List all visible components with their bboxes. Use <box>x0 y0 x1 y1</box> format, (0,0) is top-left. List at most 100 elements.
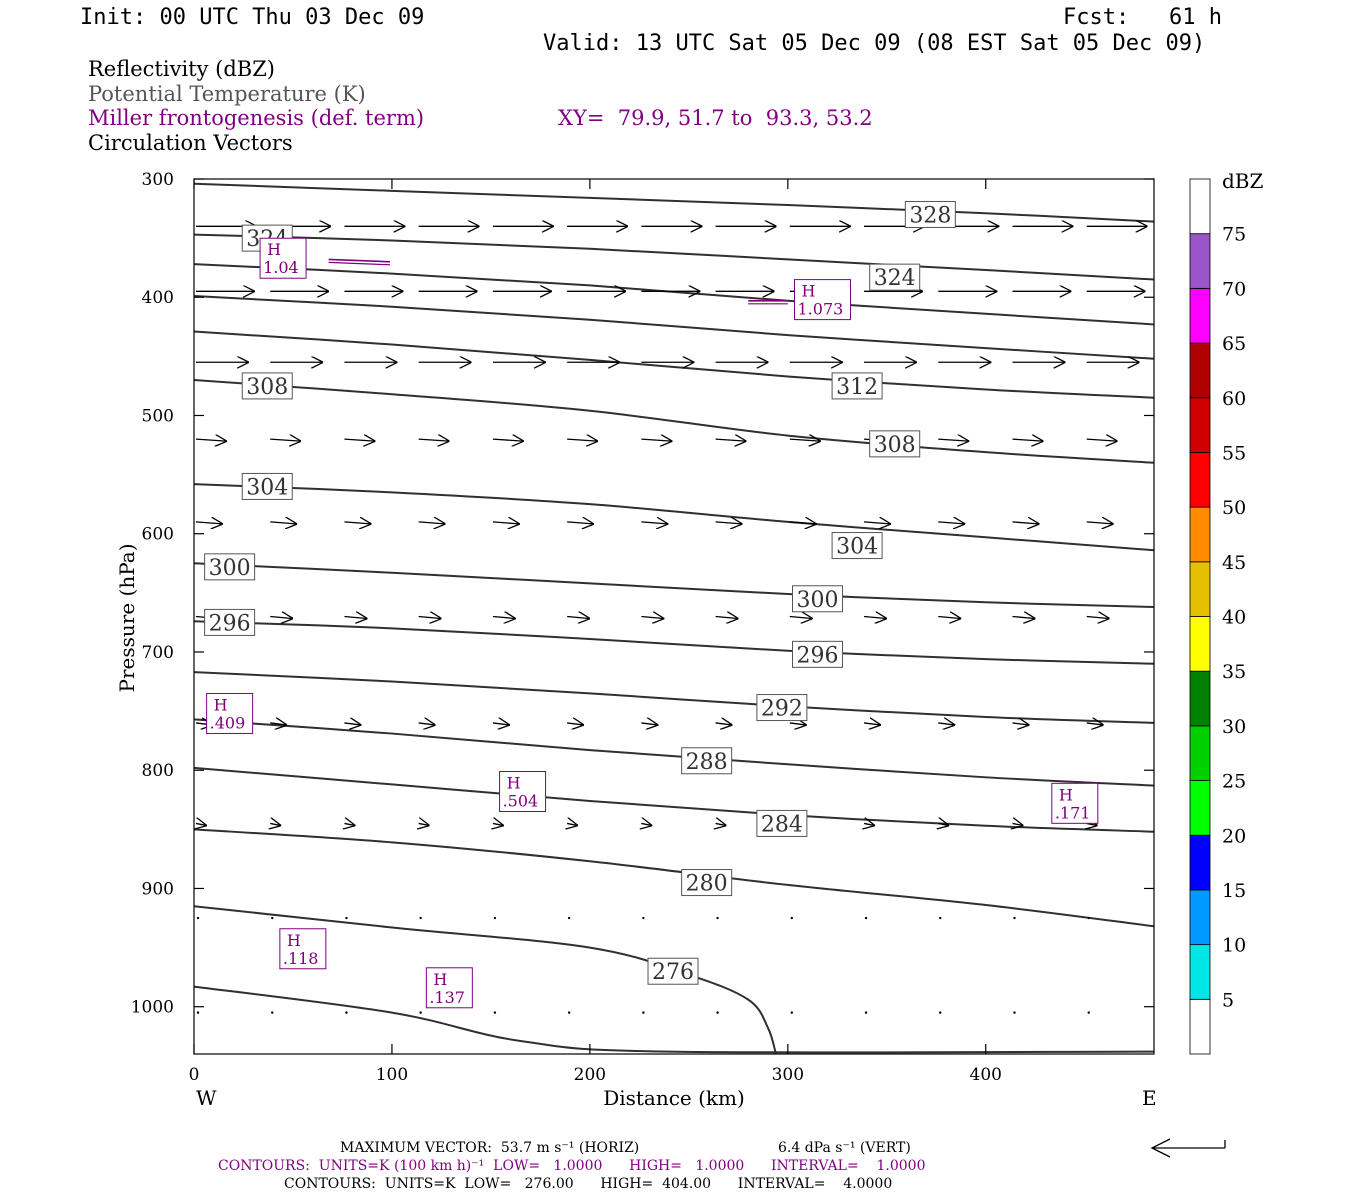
circulation-vector <box>567 916 571 920</box>
contour-label-box <box>756 809 808 837</box>
colorbar-label: 15 <box>1222 880 1246 902</box>
circulation-vector <box>938 823 948 825</box>
theta-contour-line <box>193 905 777 1055</box>
circulation-vector <box>863 522 890 524</box>
frontogenesis-max-label: H <box>433 970 447 989</box>
y-tick-label: 700 <box>142 643 174 663</box>
y-tick-label: 300 <box>142 170 174 190</box>
frontogenesis-max-value: .171 <box>1055 803 1091 822</box>
circulation-vector <box>418 723 435 725</box>
frontogenesis-max-value: .137 <box>429 988 465 1007</box>
frontogenesis-max-box <box>425 967 473 1009</box>
circulation-vector <box>1012 522 1038 524</box>
circulation-vector <box>715 617 738 619</box>
theta-contour-line <box>193 562 1155 609</box>
circulation-vector <box>195 439 226 441</box>
x-tick-label: 400 <box>970 1065 1002 1085</box>
contour-label: 288 <box>686 750 728 775</box>
y-tick-label: 900 <box>142 879 174 899</box>
colorbar-swatch <box>1189 889 1211 946</box>
theta-contour-line <box>193 295 1155 360</box>
frontogenesis-max-box <box>1051 782 1099 824</box>
circulation-vector <box>195 522 222 524</box>
contour-label-box <box>681 869 733 897</box>
circulation-vector <box>790 916 794 920</box>
colorbar-label: 55 <box>1222 442 1246 464</box>
colorbar-swatch <box>1189 944 1211 1000</box>
contour-label-box <box>681 747 733 775</box>
circulation-vector <box>864 823 874 825</box>
x-axis-east-label: E <box>1142 1086 1157 1110</box>
contour-label: 304 <box>246 475 288 500</box>
colorbar-label: 45 <box>1222 552 1246 574</box>
forecast-hour: Fcst: 61 h <box>1063 5 1222 30</box>
y-tick-label: 500 <box>142 406 174 426</box>
circulation-vector <box>715 439 746 441</box>
frontogenesis-max-value: 1.04 <box>263 258 299 277</box>
circulation-vector <box>418 617 441 619</box>
circulation-vector <box>790 1011 794 1014</box>
theta-contour-line <box>193 985 1155 1054</box>
circulation-vector <box>1012 723 1028 725</box>
circulation-vector <box>419 916 422 920</box>
x-tick-label: 100 <box>376 1065 408 1085</box>
frontogenesis-max-label: H <box>1059 785 1073 804</box>
footer-max-vertical: 6.4 dPa s⁻¹ (VERT) <box>778 1140 911 1156</box>
circulation-vector <box>493 916 497 920</box>
circulation-vector <box>345 1011 348 1014</box>
circulation-vector <box>271 916 274 920</box>
circulation-vector <box>1013 1011 1016 1014</box>
y-tick-label: 800 <box>142 761 174 781</box>
circulation-vector <box>344 823 354 825</box>
circulation-vector <box>493 823 503 825</box>
colorbar-swatch <box>1189 998 1211 1055</box>
contour-label-box <box>204 608 256 636</box>
colorbar-swatch <box>1189 397 1211 453</box>
circulation-vector <box>493 1011 497 1014</box>
contour-label-box <box>904 200 956 228</box>
circulation-vector <box>716 916 719 920</box>
frontogenesis-max-box <box>499 771 547 812</box>
theta-contour-line <box>193 828 1155 928</box>
contour-label: 308 <box>246 375 288 400</box>
contour-label-box <box>831 372 883 400</box>
colorbar-label: 75 <box>1222 224 1246 246</box>
circulation-vector <box>567 723 583 725</box>
contour-label: 308 <box>874 433 916 458</box>
circulation-vector <box>492 723 509 725</box>
circulation-vector <box>715 723 732 725</box>
frontogenesis-max-box <box>279 928 327 970</box>
y-axis-label: Pressure (hPa) <box>115 544 139 693</box>
contour-label: 296 <box>797 643 839 668</box>
circulation-vector <box>196 823 206 825</box>
init-time: Init: 00 UTC Thu 03 Dec 09 <box>80 5 425 30</box>
footer-max-vector: MAXIMUM VECTOR: 53.7 m s⁻¹ (HORIZ) <box>340 1140 640 1156</box>
theta-contour-line <box>193 182 1155 223</box>
contour-label: 300 <box>797 588 839 613</box>
colorbar-swatch <box>1189 452 1211 508</box>
colorbar-label: 25 <box>1222 771 1246 793</box>
frontogenesis-max-box <box>206 692 254 734</box>
theta-contour-line <box>193 379 1155 464</box>
frontogenesis-max-label: H <box>214 695 228 714</box>
colorbar-swatch <box>1189 561 1211 617</box>
circulation-vector <box>271 1011 274 1014</box>
colorbar-label: 65 <box>1222 333 1246 355</box>
contour-label: 276 <box>652 960 694 985</box>
colorbar-label: 5 <box>1222 989 1234 1011</box>
colorbar-label: 35 <box>1222 661 1246 683</box>
circulation-vector <box>567 522 593 524</box>
circulation-vector <box>344 439 374 441</box>
circulation-vector <box>567 823 577 825</box>
circulation-vector <box>716 823 726 825</box>
contour-label-box <box>241 472 293 500</box>
contour-label: 296 <box>209 611 251 636</box>
contour-label-box <box>756 694 808 722</box>
circulation-vector <box>418 439 449 441</box>
theta-contour-line <box>193 233 1155 281</box>
circulation-vector <box>789 439 820 441</box>
circulation-vector <box>492 439 523 441</box>
theta-contour-line <box>193 263 1155 326</box>
colorbar-swatch <box>1189 342 1211 399</box>
